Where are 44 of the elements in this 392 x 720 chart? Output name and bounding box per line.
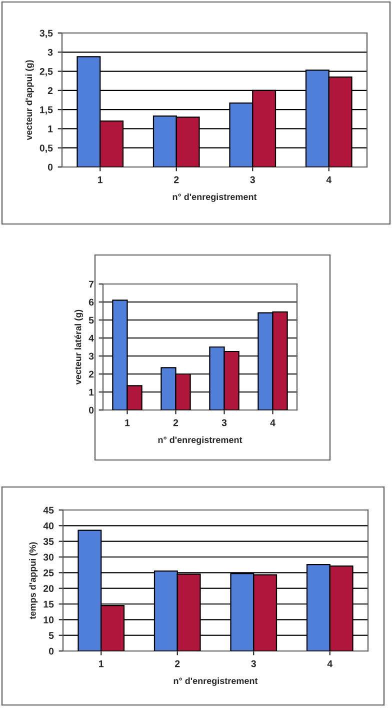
y-tick-label: 35 — [43, 538, 54, 545]
x-tick-label: 4 — [327, 660, 333, 668]
y-tick-label: 0 — [48, 648, 54, 655]
x-tick-label: 4 — [270, 419, 276, 426]
y-tick-label: 25 — [43, 569, 54, 576]
x-tick-label: 2 — [174, 176, 179, 184]
x-tick-label: 4 — [326, 176, 332, 184]
x-tick-label: 2 — [173, 419, 178, 426]
y-tick-label: 45 — [43, 506, 54, 514]
y-tick-label: 2 — [48, 87, 53, 94]
y-tick-label: 30 — [43, 554, 54, 561]
y-tick-label: 1 — [48, 126, 53, 132]
y-tick-label: 3 — [48, 48, 53, 56]
y-axis-title: vecteur latéral (g) — [74, 310, 84, 385]
y-tick-label: 0 — [48, 164, 53, 171]
y-tick-label: 2 — [88, 370, 94, 378]
x-tick-label: 3 — [222, 419, 227, 426]
y-tick-label: 3 — [88, 352, 94, 360]
x-tick-label: 1 — [99, 660, 104, 668]
x-axis-title: n° d'enregistrement — [172, 193, 257, 202]
x-tick-label: 3 — [251, 660, 256, 668]
y-tick-label: 4 — [88, 334, 94, 342]
y-tick-label: 0 — [88, 406, 94, 414]
y-tick-label: 1,5 — [40, 106, 53, 115]
x-axis-title: n° d'enregistrement — [174, 677, 258, 686]
y-tick-label: 20 — [43, 585, 54, 592]
x-tick-label: 2 — [175, 660, 180, 668]
y-tick-label: 3,5 — [40, 30, 53, 38]
y-tick-label: 15 — [44, 600, 54, 608]
x-tick-label: 1 — [125, 419, 130, 426]
y-tick-label: 10 — [44, 616, 54, 624]
y-axis-title: vecteur d'appui (g) — [25, 60, 34, 140]
y-tick-label: 5 — [48, 632, 54, 639]
y-tick-label: 0,5 — [40, 144, 53, 153]
y-tick-label: 6 — [88, 298, 94, 306]
y-tick-label: 40 — [43, 522, 54, 530]
y-tick-label: 2,5 — [40, 68, 53, 76]
y-tick-label: 5 — [88, 316, 94, 324]
y-tick-label: 7 — [88, 280, 94, 288]
x-axis-title: n° d'enregistrement — [158, 436, 242, 445]
x-tick-label: 3 — [250, 176, 255, 184]
x-tick-label: 1 — [98, 176, 103, 184]
y-tick-label: 1 — [89, 388, 94, 396]
y-axis-title: temps d'appui (%) — [29, 542, 38, 620]
